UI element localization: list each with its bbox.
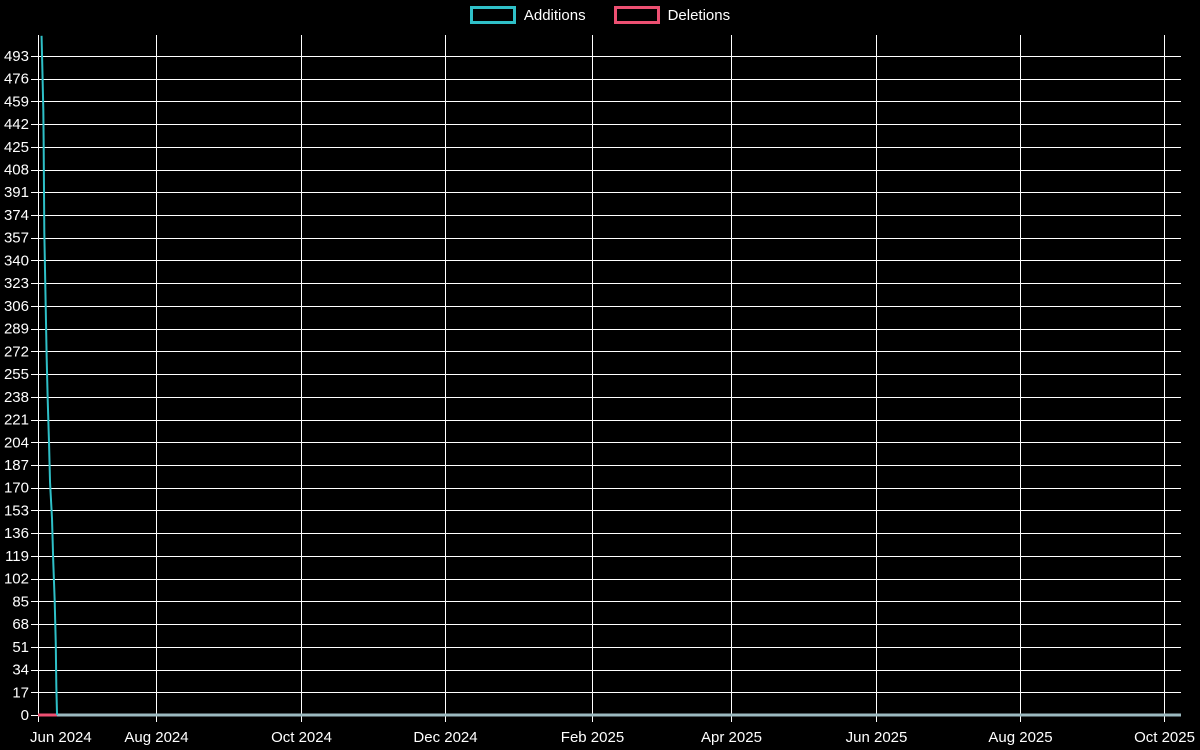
svg-text:Apr 2025: Apr 2025	[701, 729, 762, 746]
svg-text:289: 289	[4, 321, 29, 338]
svg-text:255: 255	[4, 366, 29, 383]
legend-entry-additions[interactable]: Additions	[469, 6, 586, 24]
svg-text:85: 85	[12, 593, 29, 610]
svg-text:374: 374	[4, 207, 29, 224]
svg-text:102: 102	[4, 571, 29, 588]
svg-text:Oct 2024: Oct 2024	[271, 729, 332, 746]
gridlines	[38, 35, 1181, 715]
svg-text:221: 221	[4, 412, 29, 429]
svg-text:493: 493	[4, 48, 29, 65]
svg-text:425: 425	[4, 139, 29, 156]
additions-swatch-icon	[469, 6, 516, 24]
legend-label-additions: Additions	[523, 6, 586, 24]
svg-text:Dec 2024: Dec 2024	[413, 729, 477, 746]
svg-text:340: 340	[4, 252, 29, 269]
svg-text:476: 476	[4, 71, 29, 88]
x-axis-labels: Jun 2024 Aug 2024 Oct 2024 Dec 2024 Feb 2025…	[30, 729, 1195, 746]
svg-text:17: 17	[12, 684, 29, 701]
svg-text:323: 323	[4, 275, 29, 292]
deletions-swatch-icon	[613, 6, 660, 24]
svg-text:153: 153	[4, 502, 29, 519]
svg-text:170: 170	[4, 480, 29, 497]
svg-text:306: 306	[4, 298, 29, 315]
chart-legend: Additions Deletions	[0, 6, 1200, 24]
legend-label-deletions: Deletions	[667, 6, 731, 24]
svg-text:204: 204	[4, 434, 29, 451]
svg-text:238: 238	[4, 389, 29, 406]
svg-text:187: 187	[4, 457, 29, 474]
svg-text:Feb 2025: Feb 2025	[561, 729, 624, 746]
svg-text:51: 51	[12, 639, 29, 656]
svg-text:Aug 2024: Aug 2024	[124, 729, 188, 746]
svg-text:Jun 2024: Jun 2024	[30, 729, 92, 746]
svg-text:119: 119	[5, 548, 29, 565]
svg-text:Jun 2025: Jun 2025	[846, 729, 908, 746]
svg-text:Oct 2025: Oct 2025	[1134, 729, 1195, 746]
svg-text:68: 68	[12, 616, 29, 633]
svg-text:442: 442	[4, 116, 29, 133]
svg-text:Aug 2025: Aug 2025	[988, 729, 1052, 746]
svg-text:357: 357	[4, 230, 29, 247]
svg-text:391: 391	[4, 184, 29, 201]
svg-text:272: 272	[4, 343, 29, 360]
svg-text:34: 34	[12, 662, 29, 679]
additions-line	[40, 35, 59, 716]
svg-text:0: 0	[21, 707, 29, 724]
y-axis-labels: 0 17 34 51 68 85 102 119 136 153 170 187 204 221 238 25…	[4, 48, 29, 724]
axis-ticks	[31, 56, 1165, 722]
svg-text:459: 459	[4, 93, 29, 110]
axis-lines	[38, 35, 1181, 716]
svg-text:408: 408	[4, 162, 29, 179]
svg-text:136: 136	[4, 525, 29, 542]
legend-entry-deletions[interactable]: Deletions	[613, 6, 731, 24]
